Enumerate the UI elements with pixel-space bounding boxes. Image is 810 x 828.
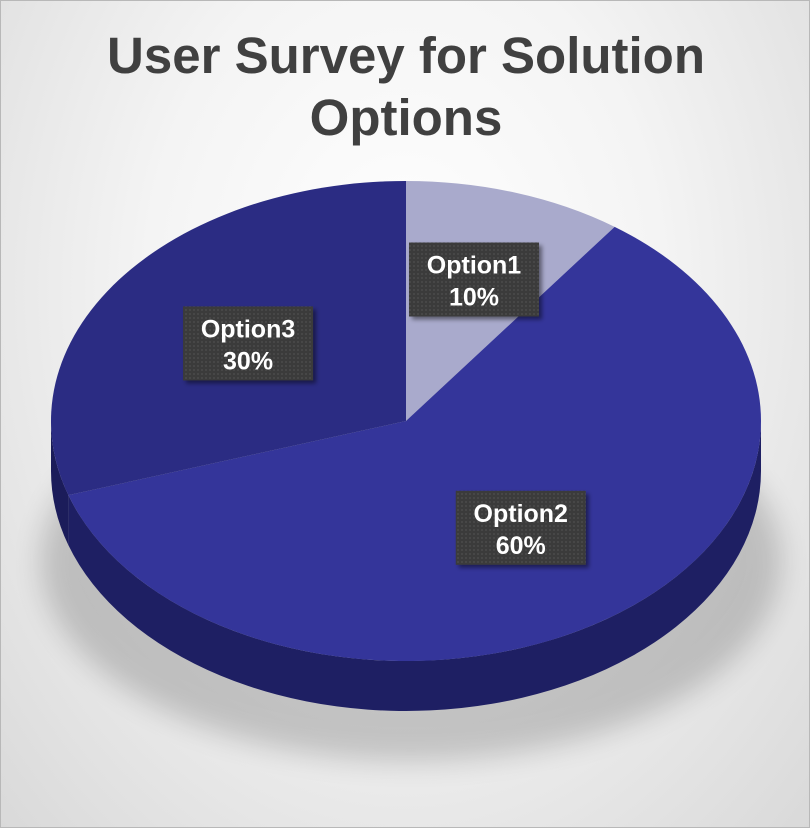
- data-label-option1: Option1 10%: [409, 242, 540, 317]
- chart-title-line-1: User Survey for Solution: [107, 27, 705, 84]
- data-label-box: [409, 242, 540, 317]
- data-label-category: Option2: [474, 500, 568, 528]
- data-label-option2: Option2 60%: [455, 490, 586, 565]
- data-label-value: 10%: [449, 283, 499, 311]
- pie-labels: Option1 10% Option2 60% Option3 30%: [183, 242, 586, 565]
- data-label-value: 60%: [496, 532, 546, 560]
- pie-slice-side-option2: [68, 421, 761, 711]
- data-label-box: [183, 306, 314, 381]
- chart-title-line-2: Options: [309, 89, 503, 146]
- data-label-box: [455, 490, 586, 565]
- data-label-category: Option3: [201, 315, 295, 343]
- pie-slice-option2[interactable]: [68, 226, 761, 661]
- pie-tops: [50, 181, 761, 661]
- chart-title: User Survey for Solution Options: [1, 25, 809, 149]
- data-label-category: Option1: [427, 251, 522, 279]
- pie-sides: [51, 421, 761, 711]
- data-label-option3: Option3 30%: [183, 306, 314, 381]
- pie-slice-side-option3: [51, 421, 69, 546]
- data-label-value: 30%: [223, 347, 273, 375]
